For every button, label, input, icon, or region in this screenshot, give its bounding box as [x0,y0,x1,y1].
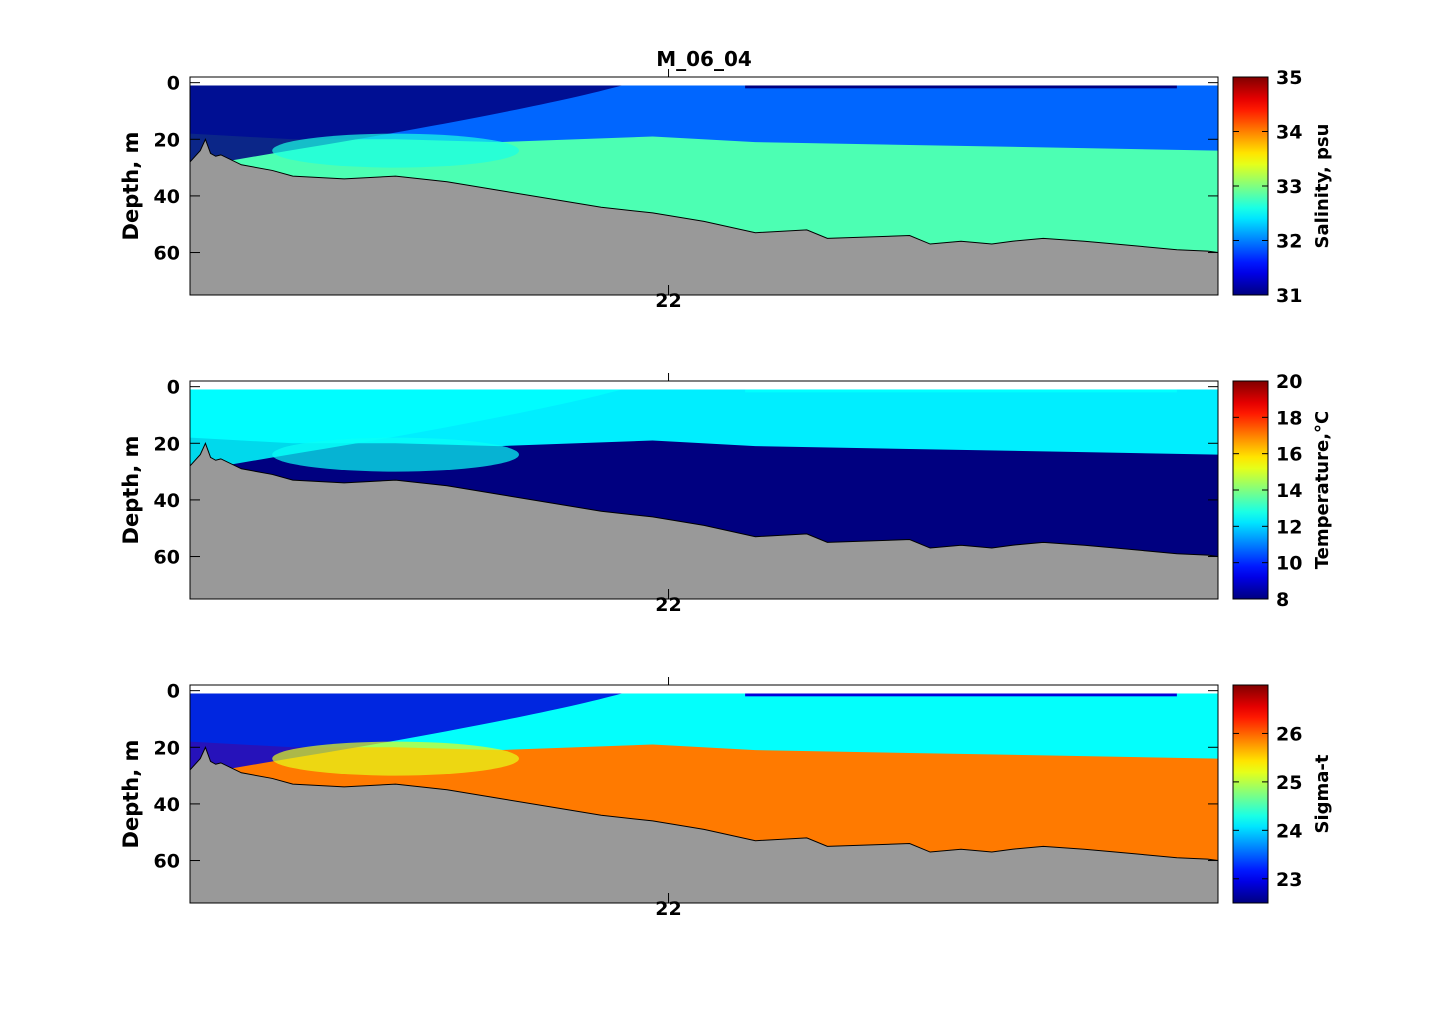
colorbar-label: Temperature,°C [1312,411,1333,570]
water-subsurface-lens [272,437,519,472]
colorbar-label: Salinity, psu [1312,124,1333,249]
surface-strip [745,693,1177,697]
water-subsurface-lens [272,741,519,776]
y-tick-label: 0 [167,377,180,399]
seabed [190,137,1218,295]
plot-area [190,381,1218,599]
colorbar-tick-label: 10 [1276,553,1302,575]
y-tick-label: 0 [167,681,180,703]
plot-area [190,77,1218,295]
plot-area [190,685,1218,903]
colorbar-tick-label: 31 [1276,285,1302,307]
y-axis-label: Depth, m [119,436,143,545]
colorbar [1232,684,1269,904]
y-tick-label: 40 [154,186,180,208]
y-axis-label: Depth, m [119,132,143,241]
seabed [190,745,1218,903]
figure-title: M_06_04 [656,47,752,71]
y-tick-label: 60 [154,547,180,569]
temperature-panel: 0 20 40 60 22 Depth, m 8 10 12 14 16 18 20 Temperatur… [119,371,1333,616]
y-axis-label: Depth, m [119,740,143,849]
colorbar-tick-label: 20 [1276,371,1302,393]
colorbar-tick-label: 14 [1276,480,1302,502]
y-tick-label: 60 [154,243,180,265]
colorbar-tick-label: 18 [1276,407,1302,429]
y-tick-label: 20 [154,737,180,759]
salinity-panel: 0 20 40 60 22 Depth, m 31 32 33 34 35 Salinity, psu [119,67,1333,312]
colorbar-tick-label: 16 [1276,444,1302,466]
colorbar-tick-label: 8 [1276,589,1289,611]
colorbar-tick-label: 12 [1276,516,1302,538]
colorbar-tick-label: 35 [1276,67,1302,89]
y-tick-label: 20 [154,129,180,151]
water-subsurface-lens [272,133,519,168]
colorbar-tick-label: 32 [1276,231,1302,253]
y-tick-label: 40 [154,794,180,816]
colorbar-label: Sigma-t [1312,754,1333,833]
x-tick-label: 22 [655,594,681,616]
colorbar-tick-label: 23 [1276,869,1302,891]
surface-strip [745,85,1177,89]
axes-frame [189,684,1219,904]
y-tick-label: 40 [154,490,180,512]
sigma-t-panel: 0 20 40 60 22 Depth, m 23 24 25 26 Sigma-t [119,677,1333,920]
y-tick-label: 0 [167,73,180,95]
x-tick-label: 22 [655,898,681,920]
colorbar-tick-label: 33 [1276,176,1302,198]
colorbar-tick-label: 24 [1276,820,1302,842]
y-tick-label: 20 [154,433,180,455]
seabed [190,441,1218,599]
colorbar-tick-label: 26 [1276,723,1302,745]
axes-frame [189,380,1219,600]
colorbar-tick-label: 34 [1276,122,1302,144]
surface-strip [745,389,1177,393]
colorbar-tick-label: 25 [1276,772,1302,794]
axes-frame [189,76,1219,296]
y-tick-label: 60 [154,851,180,873]
x-tick-label: 22 [655,290,681,312]
